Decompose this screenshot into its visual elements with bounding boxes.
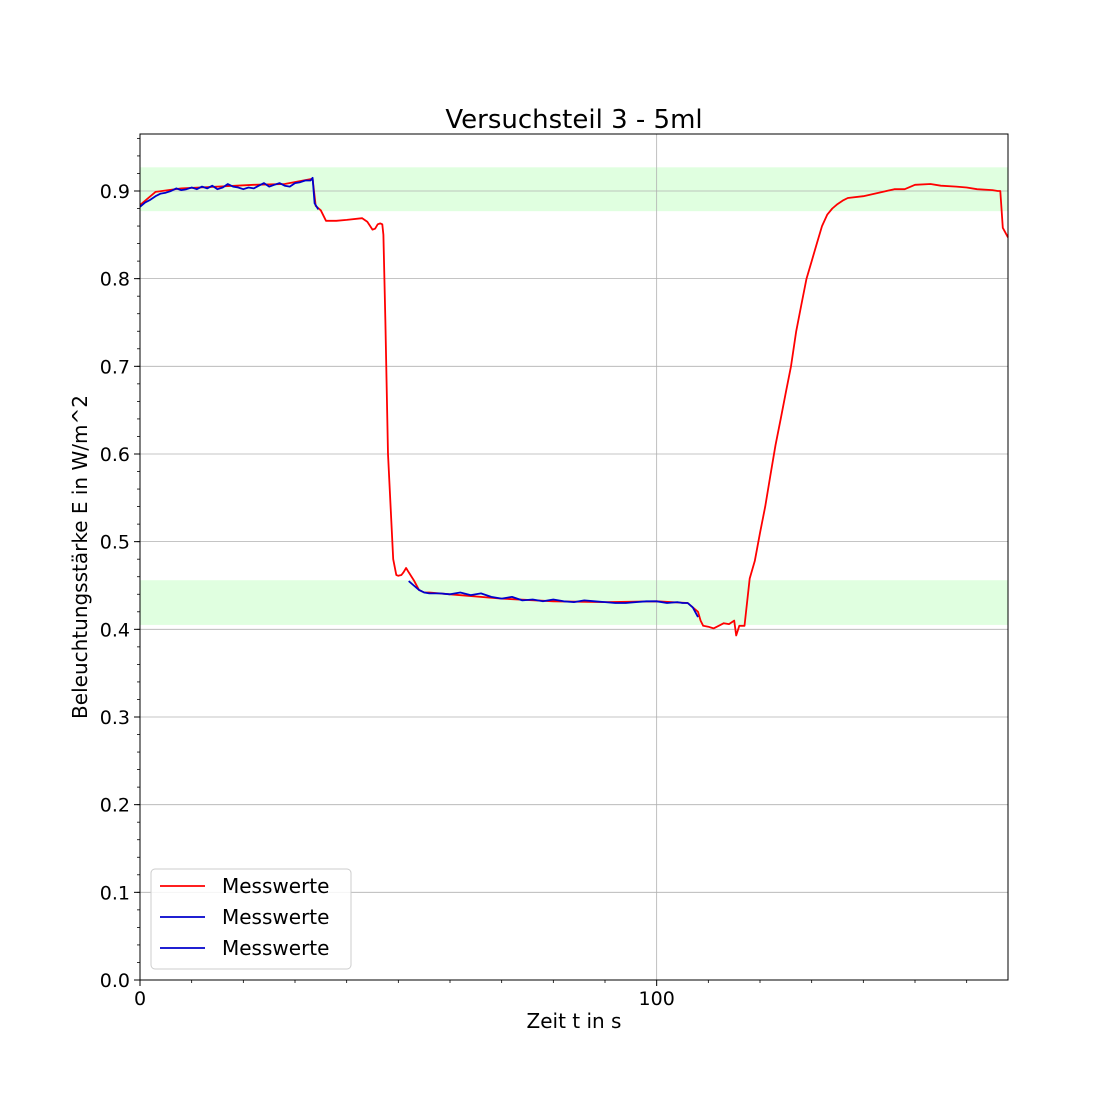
- y-tick-label-9: 0.9: [100, 181, 130, 203]
- legend-label-0: Messwerte: [222, 874, 329, 898]
- y-tick-label-2: 0.2: [100, 795, 130, 817]
- y-axis-label: Beleuchtungsstärke E in W/m^2: [68, 395, 92, 719]
- legend: Messwerte Messwerte Messwerte: [150, 868, 352, 970]
- series-layer: [139, 176, 1009, 637]
- series-line-2: [408, 580, 699, 618]
- y-tick-label-5: 0.5: [100, 532, 130, 554]
- y-tick-label-1: 0.1: [100, 882, 130, 904]
- legend-label-1: Messwerte: [222, 905, 329, 929]
- y-tick-label-6: 0.6: [100, 444, 130, 466]
- legend-label-2: Messwerte: [222, 936, 329, 960]
- axis-ticks: 0.0 0.1 0.2 0.3 0.4 0.5 0.6 0.7 0.8 0.9 0 100: [100, 137, 968, 1010]
- plot-frame: [139, 133, 1009, 981]
- y-tick-label-0: 0.0: [100, 970, 130, 992]
- y-tick-label-8: 0.8: [100, 269, 130, 291]
- x-tick-label-0: 0: [134, 988, 146, 1010]
- y-tick-label-3: 0.3: [100, 707, 130, 729]
- chart-title: Versuchsteil 3 - 5ml: [445, 105, 702, 135]
- y-tick-label-7: 0.7: [100, 356, 130, 378]
- band-0: [140, 167, 1008, 212]
- y-tick-label-4: 0.4: [100, 619, 130, 641]
- series-line-1: [139, 176, 320, 210]
- legend-box: [150, 868, 352, 970]
- reference-bands: [140, 167, 1008, 625]
- series-line-0: [139, 177, 1009, 637]
- x-axis-label: Zeit t in s: [527, 1009, 622, 1033]
- x-tick-label-1: 100: [639, 988, 675, 1010]
